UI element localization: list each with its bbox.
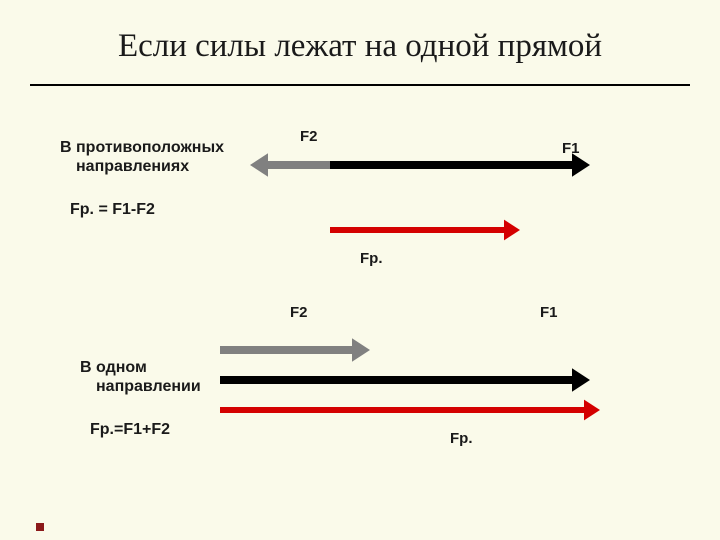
case2-arrow-f1 [200, 362, 610, 398]
case1-formula: Fр. = F1-F2 [70, 200, 155, 219]
case2-formula: Fр.=F1+F2 [90, 420, 170, 439]
case1-f2-label: F2 [300, 128, 318, 146]
case2-fp-label: Fр. [450, 430, 473, 448]
case1-arrow-fp [312, 214, 538, 246]
case1-arrow-f1 [310, 147, 610, 183]
footer-bullet-icon [36, 523, 46, 533]
case2-caption-l2: направлении [80, 378, 201, 395]
case2-arrow-fp [202, 394, 618, 426]
case2-caption-l1: В одном [80, 359, 147, 376]
slide-title: Если силы лежат на одной прямой [0, 28, 720, 65]
case1-caption-l1: В противоположных [60, 139, 224, 156]
case2-caption: В одном направлении [80, 358, 201, 396]
case1-caption-l2: направлениях [60, 158, 189, 175]
case2-f2-label: F2 [290, 304, 308, 322]
case2-f1-label: F1 [540, 304, 558, 322]
case1-fp-label: Fр. [360, 250, 383, 268]
case1-caption: В противоположных направлениях [60, 138, 224, 176]
title-underline [30, 84, 690, 86]
